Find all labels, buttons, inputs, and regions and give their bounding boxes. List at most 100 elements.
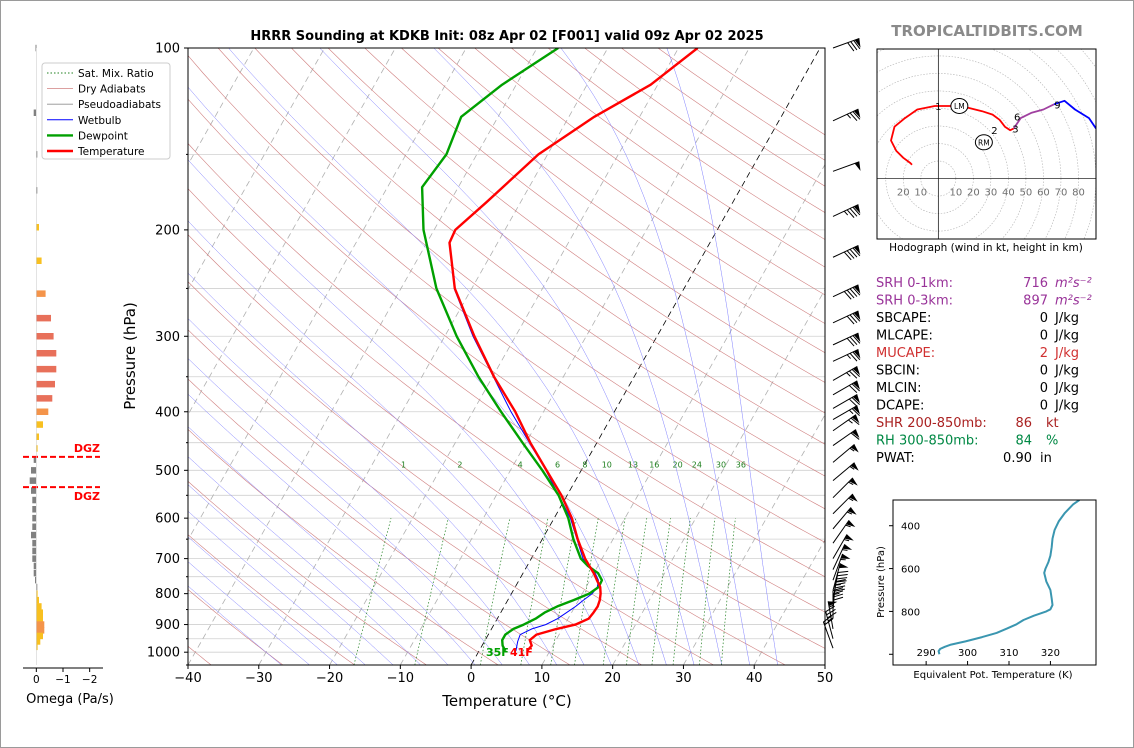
stat-unit: J/kg bbox=[1054, 364, 1079, 379]
x-tick-label: 40 bbox=[746, 671, 763, 686]
surface-temperature-label: 41F bbox=[510, 646, 533, 659]
isotherm bbox=[258, 48, 609, 665]
mixing-ratio-line bbox=[672, 518, 691, 665]
legend-entry: Pseudoadiabats bbox=[78, 99, 161, 111]
hodograph-ring-label: 20 bbox=[967, 188, 980, 199]
dry-adiabat bbox=[188, 329, 642, 665]
pseudoadiabat bbox=[188, 510, 366, 665]
y-tick-label: 400 bbox=[155, 405, 180, 420]
thermo-background-lines: 1 2 4 6 8 10 13 16 20 24 30 36 bbox=[188, 48, 825, 665]
stat-value: 0 bbox=[1040, 381, 1048, 396]
omega-bar bbox=[36, 643, 38, 651]
stat-value: 2 bbox=[1040, 346, 1048, 361]
wind-barb bbox=[832, 405, 861, 420]
omega-ticks: 0 −1 −2 bbox=[33, 48, 97, 686]
pseudoadiabat bbox=[666, 48, 778, 665]
theta-e-xlabel: Equivalent Pot. Temperature (K) bbox=[913, 670, 1072, 681]
hodograph-ring-label: 60 bbox=[1037, 188, 1050, 199]
omega-bar bbox=[33, 109, 37, 116]
mixing-ratio-line bbox=[479, 518, 511, 665]
hodograph-height-label: 2 bbox=[991, 126, 997, 137]
wind-barb bbox=[827, 601, 838, 629]
mixing-ratio-line bbox=[353, 518, 392, 665]
skew-t-diagram: HRRR Sounding at KDKB Init: 08z Apr 02 [… bbox=[41, 29, 833, 710]
dry-adiabat bbox=[188, 188, 825, 649]
omega-bar bbox=[36, 590, 38, 597]
pseudoadiabat bbox=[188, 358, 503, 665]
y-tick-label: 200 bbox=[155, 223, 180, 238]
wind-barb bbox=[832, 348, 861, 362]
pseudoadiabat bbox=[188, 484, 394, 665]
pseudoadiabat bbox=[188, 561, 310, 665]
hodograph-ring-label: 10 bbox=[949, 188, 962, 199]
omega-bar bbox=[32, 514, 37, 522]
hodograph-rings bbox=[877, 49, 1096, 239]
isotherm bbox=[329, 48, 679, 665]
dry-adiabat bbox=[188, 378, 571, 665]
dry-adiabat bbox=[188, 143, 825, 613]
wind-barb bbox=[832, 443, 859, 463]
omega-bar bbox=[29, 477, 37, 484]
x-tick-label: 0 bbox=[467, 671, 475, 686]
wind-barb bbox=[832, 380, 861, 396]
hodograph-height-label: 6 bbox=[1014, 112, 1020, 123]
dry-adiabat bbox=[217, 48, 825, 510]
hodograph-ring-label: 30 bbox=[985, 188, 998, 199]
stat-unit: % bbox=[1046, 434, 1058, 449]
stat-label: MLCAPE: bbox=[876, 329, 933, 344]
dry-adiabat bbox=[188, 281, 714, 665]
sounding-title: HRRR Sounding at KDKB Init: 08z Apr 02 [… bbox=[250, 29, 763, 44]
x-tick-label: 10 bbox=[534, 671, 551, 686]
x-tick-label: −20 bbox=[316, 671, 343, 686]
stat-value: 84 bbox=[1015, 434, 1032, 449]
omega-bar bbox=[33, 456, 37, 463]
storm-motion-label: LM bbox=[954, 102, 965, 111]
theta-x-tick-label: 300 bbox=[958, 648, 977, 659]
stat-label: SRH 0-3km: bbox=[876, 294, 953, 309]
sounding-stats: SRH 0-1km: 716 m²s⁻² SRH 0-3km: 897 m²s⁻² SBCA… bbox=[876, 276, 1092, 466]
omega-bar bbox=[36, 433, 39, 440]
hodograph-trace bbox=[890, 99, 1096, 166]
pseudoadiabat bbox=[228, 48, 667, 665]
mixing-ratio-label: 8 bbox=[582, 460, 587, 469]
hodograph-frame bbox=[876, 48, 1097, 240]
omega-bar bbox=[36, 632, 43, 640]
pseudoadiabat bbox=[188, 272, 558, 665]
dry-adiabat bbox=[188, 98, 825, 578]
pseudoadiabat bbox=[433, 48, 723, 665]
surface-dewpoint-label: 35F bbox=[486, 646, 509, 659]
wind-barb bbox=[832, 462, 859, 481]
legend-entry: Dewpoint bbox=[78, 130, 128, 142]
omega-bar bbox=[36, 583, 38, 591]
hodograph-segment bbox=[890, 105, 1015, 166]
pseudoadiabat bbox=[188, 220, 585, 665]
stat-value: 0 bbox=[1040, 311, 1048, 326]
omega-bar bbox=[36, 333, 54, 340]
theta-x-tick-label: 290 bbox=[917, 648, 936, 659]
storm-motion-marker bbox=[974, 134, 993, 151]
pseudoadiabat bbox=[188, 159, 612, 665]
y-tick-label: 500 bbox=[155, 464, 180, 479]
hodograph-ring-label: 80 bbox=[1072, 188, 1085, 199]
omega-bar bbox=[36, 290, 46, 297]
y-tick-label: 700 bbox=[155, 552, 180, 567]
hodograph-ring-label: 40 bbox=[1002, 188, 1015, 199]
omega-bar bbox=[36, 609, 43, 616]
mixing-ratio-line bbox=[721, 518, 736, 665]
stat-label: SRH 0-1km: bbox=[876, 276, 953, 291]
hodograph-segment bbox=[1012, 103, 1055, 130]
omega-bar bbox=[32, 539, 37, 547]
legend-box bbox=[41, 62, 171, 160]
mixing-ratio-line bbox=[414, 518, 449, 665]
stat-unit: J/kg bbox=[1054, 329, 1079, 344]
mixing-ratio-line bbox=[651, 518, 671, 665]
mixing-ratio-label: 30 bbox=[716, 460, 726, 469]
dewpoint-line bbox=[420, 48, 604, 652]
omega-bar bbox=[36, 638, 41, 645]
pseudoadiabat bbox=[188, 318, 530, 665]
pseudoadiabat bbox=[188, 426, 449, 665]
omega-bar bbox=[31, 487, 37, 494]
pseudoadiabat bbox=[188, 536, 338, 665]
y-tick-label: 1000 bbox=[147, 646, 180, 661]
isotherm bbox=[188, 48, 255, 166]
